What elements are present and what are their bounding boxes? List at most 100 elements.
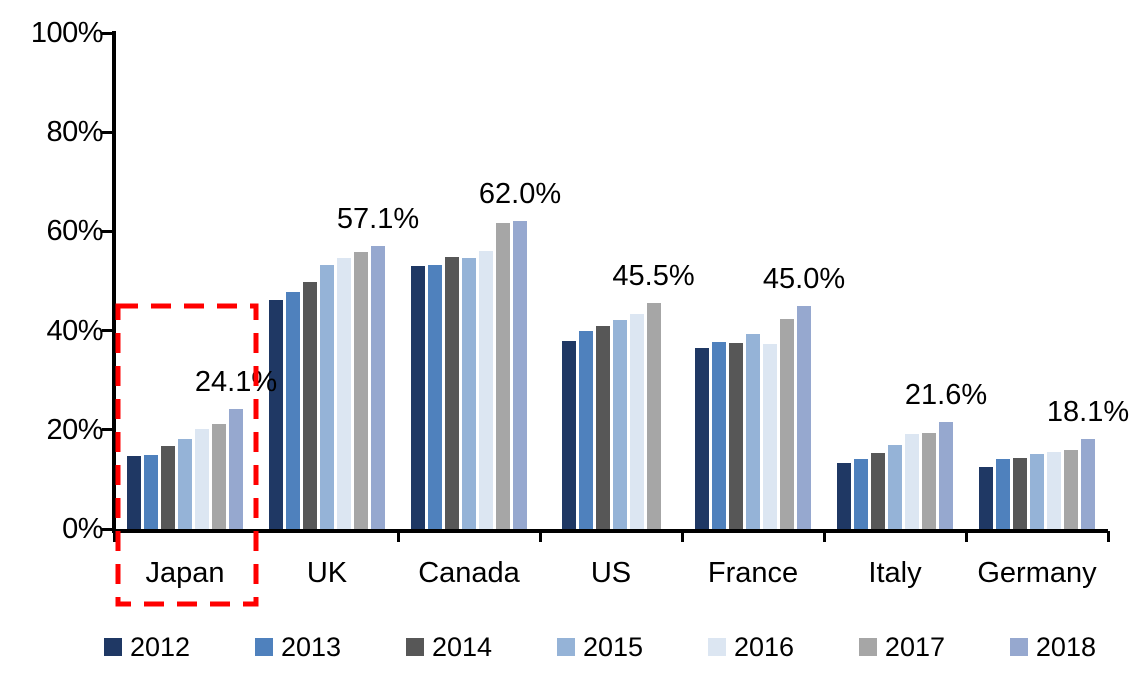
bar-2016-uk [337, 258, 351, 529]
x-tick-mark [538, 531, 542, 542]
legend: 2012 2013 2014 2015 2016 2017 2018 [104, 631, 1096, 663]
y-tick-label: 60% [46, 215, 103, 248]
legend-swatch-2015 [556, 638, 575, 656]
bar-2016-france [763, 343, 777, 529]
bar-2012-italy [837, 462, 851, 529]
y-tick-mark [102, 130, 113, 134]
category-label-uk: UK [306, 557, 348, 589]
bar-2017-germany [1064, 450, 1078, 529]
x-tick-mark [964, 531, 968, 542]
bar-2016-us [629, 313, 644, 529]
bar-2015-japan [178, 438, 192, 529]
y-tick-label: 40% [46, 314, 103, 347]
bar-group-italy [824, 421, 966, 529]
bar-2018-japan [229, 409, 243, 529]
bar-group-germany [966, 439, 1108, 529]
x-tick-mark [1106, 531, 1110, 542]
legend-item-2014: 2014 [405, 631, 493, 663]
bar-2016-italy [905, 433, 919, 529]
legend-swatch-2012 [104, 638, 122, 656]
bar-2012-canada [411, 266, 425, 529]
legend-swatch-2016 [707, 638, 726, 656]
bar-2013-france [712, 342, 726, 529]
bar-2016-japan [195, 429, 209, 529]
y-tick-label: 20% [46, 413, 103, 446]
bar-2017-canada [496, 223, 510, 529]
bar-2014-uk [303, 282, 317, 529]
y-tick-mark [102, 428, 113, 432]
legend-item-2012: 2012 [104, 631, 190, 663]
bar-2015-germany [1030, 454, 1044, 529]
bar-2013-italy [854, 458, 868, 529]
bar-2015-canada [462, 258, 476, 529]
bar-2012-japan [127, 455, 141, 529]
bar-2017-uk [354, 252, 368, 529]
x-tick-mark [396, 531, 400, 542]
data-label-us: 45.5% [612, 260, 695, 293]
bar-2018-canada [513, 221, 527, 529]
bar-2014-italy [871, 452, 885, 529]
y-tick-label: 80% [46, 116, 103, 149]
legend-label-2013: 2013 [280, 632, 342, 662]
bar-2012-germany [979, 467, 993, 529]
bar-2012-france [695, 347, 709, 529]
bar-group-us [540, 303, 682, 529]
bar-2013-canada [428, 264, 442, 529]
legend-item-2018: 2018 [1009, 631, 1096, 663]
y-tick-mark [102, 31, 113, 35]
bar-group-japan [114, 409, 256, 529]
legend-swatch-2013 [254, 638, 273, 656]
legend-label-2014: 2014 [431, 632, 493, 662]
bar-group-uk [256, 245, 398, 529]
data-label-canada: 62.0% [478, 178, 562, 211]
legend-item-2013: 2013 [254, 631, 342, 663]
data-label-italy: 21.6% [904, 378, 988, 411]
category-label-japan: Japan [145, 557, 225, 589]
legend-label-2018: 2018 [1035, 632, 1096, 662]
bar-2014-us [595, 325, 610, 529]
bar-2018-uk [371, 245, 385, 529]
bar-2014-germany [1013, 457, 1027, 529]
bar-2018-italy [939, 421, 953, 529]
y-tick-mark [102, 527, 113, 531]
y-tick-label: 100% [30, 17, 104, 49]
bar-2015-uk [320, 265, 334, 529]
legend-swatch-2018 [1009, 638, 1028, 656]
data-label-germany: 18.1% [1046, 396, 1130, 429]
data-label-uk: 57.1% [336, 202, 420, 235]
bar-2016-canada [479, 250, 493, 529]
bar-2013-japan [144, 454, 158, 529]
data-label-france: 45.0% [762, 262, 846, 295]
legend-label-2015: 2015 [582, 632, 644, 662]
bar-2017-italy [922, 433, 936, 529]
category-label-france: France [707, 557, 799, 589]
legend-label-2016: 2016 [733, 632, 795, 662]
x-tick-mark [112, 531, 116, 542]
data-label-japan: 24.1% [194, 366, 278, 399]
legend-item-2017: 2017 [858, 631, 945, 663]
bar-2015-france [746, 333, 760, 529]
bar-2018-france [797, 305, 811, 529]
bar-2012-uk [269, 299, 283, 529]
legend-swatch-2017 [858, 638, 877, 656]
y-axis-line [112, 31, 116, 533]
legend-swatch-2014 [405, 638, 424, 656]
bar-2013-germany [996, 459, 1010, 529]
category-label-germany: Germany [977, 557, 1097, 589]
bar-2014-canada [445, 257, 459, 529]
x-axis-line [112, 529, 1108, 533]
x-tick-mark [822, 531, 826, 542]
bar-2014-france [729, 342, 743, 529]
legend-item-2016: 2016 [707, 631, 795, 663]
bar-2013-uk [286, 291, 300, 529]
x-tick-mark [254, 531, 258, 542]
bar-2017-japan [212, 424, 226, 529]
category-label-italy: Italy [868, 557, 922, 589]
legend-item-2015: 2015 [556, 631, 644, 663]
bar-2016-germany [1047, 452, 1061, 529]
y-tick-label: 0% [62, 513, 103, 545]
legend-label-2012: 2012 [130, 632, 191, 662]
y-tick-mark [102, 329, 113, 333]
bar-2014-japan [161, 446, 175, 529]
